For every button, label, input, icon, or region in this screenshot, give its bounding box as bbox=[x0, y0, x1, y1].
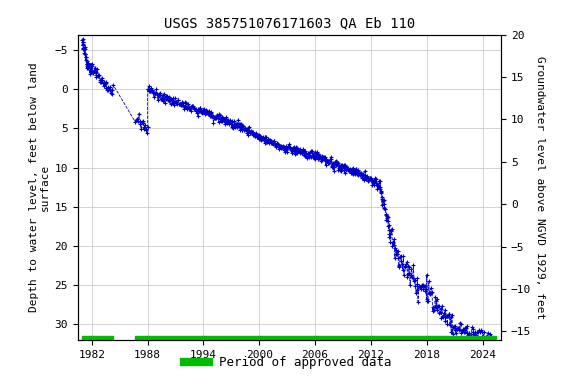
Y-axis label: Groundwater level above NGVD 1929, feet: Groundwater level above NGVD 1929, feet bbox=[535, 56, 545, 319]
Title: USGS 385751076171603 QA Eb 110: USGS 385751076171603 QA Eb 110 bbox=[164, 17, 415, 31]
Y-axis label: Depth to water level, feet below land
surface: Depth to water level, feet below land su… bbox=[29, 62, 50, 312]
Legend: Period of approved data: Period of approved data bbox=[179, 351, 397, 374]
